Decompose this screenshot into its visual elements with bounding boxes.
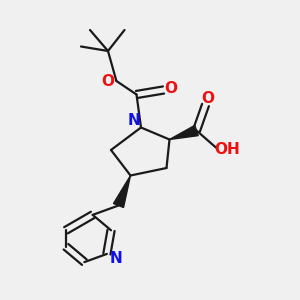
- Text: OH: OH: [214, 142, 240, 158]
- Polygon shape: [169, 125, 198, 140]
- Text: O: O: [164, 81, 177, 96]
- Text: N: N: [128, 113, 141, 128]
- Text: O: O: [201, 91, 214, 106]
- Polygon shape: [113, 176, 130, 208]
- Text: O: O: [101, 74, 115, 88]
- Text: N: N: [110, 251, 122, 266]
